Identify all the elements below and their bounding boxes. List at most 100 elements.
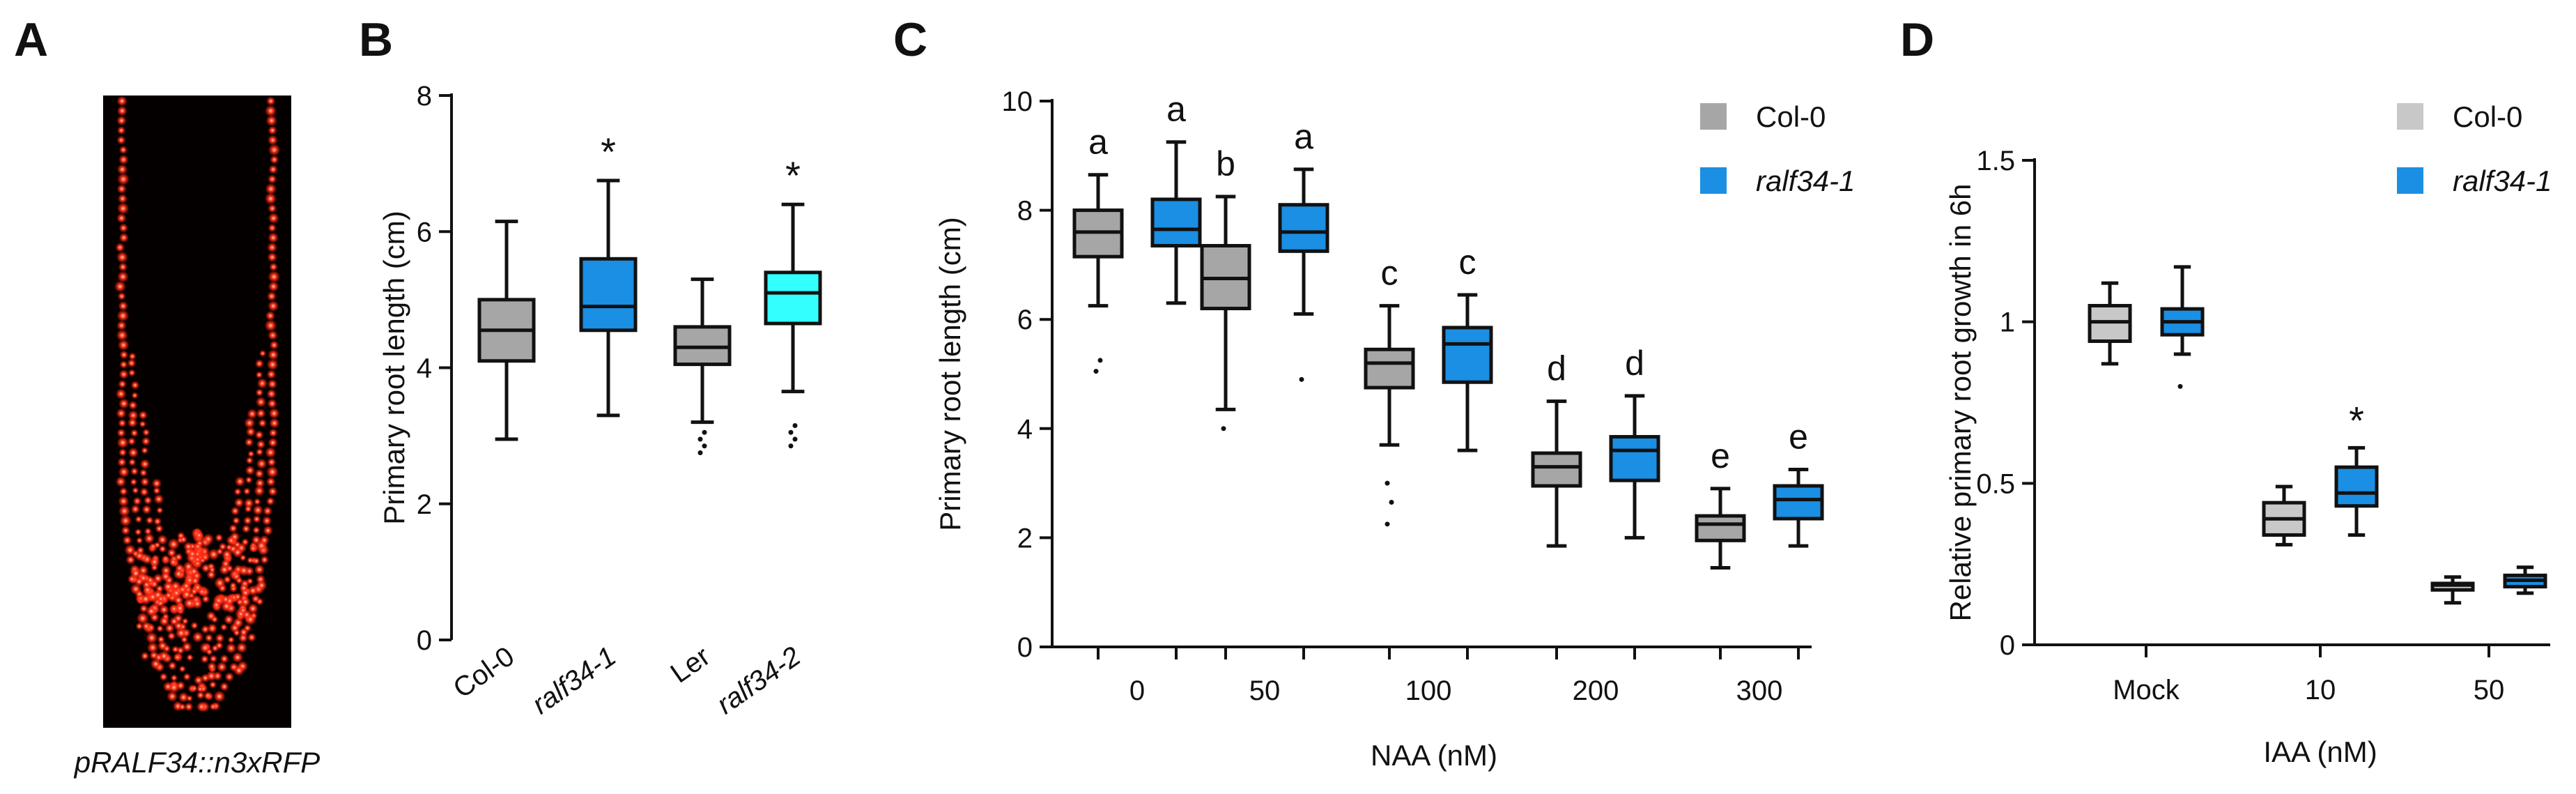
nucleus — [231, 651, 244, 664]
nucleus — [178, 585, 187, 594]
nucleus — [229, 531, 240, 542]
y-tick-label: 4 — [417, 353, 432, 384]
nucleus — [201, 625, 210, 634]
nucleus — [262, 515, 272, 526]
nucleus — [254, 430, 264, 440]
nucleus — [141, 436, 151, 446]
y-tick-label: 0 — [2000, 630, 2015, 661]
nucleus — [221, 549, 233, 560]
y-axis-title: Primary root length (cm) — [378, 211, 410, 524]
nucleus — [146, 575, 155, 585]
box-3-outlier — [702, 443, 707, 449]
legend-label: ralf34-1 — [1756, 165, 1855, 197]
nucleus — [184, 702, 194, 712]
nucleus — [116, 125, 126, 135]
nucleus — [196, 685, 204, 693]
nucleus — [194, 530, 204, 540]
legend-swatch — [2397, 167, 2423, 194]
x-tick-label: 10 — [2305, 675, 2336, 705]
chart-d: 0 0.5 1 1.5 Relative primary root growth in … — [1944, 100, 2552, 768]
y-tick-label: 8 — [1017, 196, 1033, 227]
nucleus — [196, 691, 205, 700]
y-tick-label: 10 — [1002, 86, 1033, 117]
nucleus — [134, 551, 145, 561]
nucleus — [118, 262, 128, 272]
y-tick-label: 6 — [1017, 305, 1033, 335]
nucleus — [158, 650, 170, 662]
nucleus — [192, 631, 204, 643]
ralf34-1-box-3-box — [1442, 326, 1493, 384]
nucleus — [244, 613, 257, 626]
nucleus — [233, 664, 245, 676]
nucleus — [116, 329, 128, 342]
nucleus — [150, 658, 162, 670]
nucleus — [130, 567, 142, 580]
nucleus — [114, 280, 126, 293]
nucleus — [253, 498, 261, 505]
nucleus — [252, 505, 264, 516]
significance-letter: a — [1294, 117, 1313, 156]
x-axis-title: NAA (nM) — [1371, 739, 1497, 772]
nucleus — [227, 636, 235, 643]
nucleus — [267, 252, 278, 263]
nucleus — [196, 539, 204, 547]
nucleus — [156, 594, 166, 604]
nucleus — [206, 648, 213, 656]
nucleus — [115, 476, 127, 487]
nucleus — [234, 476, 245, 487]
nucleus — [233, 497, 245, 508]
nucleus — [138, 410, 148, 420]
nucleus — [117, 291, 126, 301]
y-tick-label: 0.5 — [1976, 468, 2015, 499]
nucleus — [115, 388, 127, 399]
nucleus — [183, 673, 192, 681]
ralf34-1-box-2-box — [1278, 203, 1329, 253]
nucleus — [264, 105, 277, 117]
legend-label: Col-0 — [1756, 100, 1826, 133]
nucleus — [203, 691, 213, 701]
nucleus — [254, 485, 265, 496]
x-tick-label: 100 — [1405, 675, 1452, 706]
nucleus — [162, 555, 170, 563]
nucleus — [169, 557, 178, 567]
nucleus — [256, 378, 268, 389]
nucleus — [268, 165, 278, 174]
nucleus — [168, 681, 180, 694]
nucleus — [207, 623, 218, 634]
nucleus — [266, 388, 277, 399]
y-tick-label: 4 — [1017, 414, 1033, 445]
Col-0-box-1-outlier — [1097, 358, 1103, 363]
box-3-outlier — [697, 450, 703, 456]
nucleus — [140, 651, 150, 661]
nucleus — [118, 300, 128, 312]
nucleus — [240, 596, 251, 607]
nucleus — [270, 155, 279, 165]
nucleus — [145, 605, 157, 618]
nucleus — [146, 632, 158, 644]
nucleus — [141, 621, 151, 632]
nucleus — [245, 427, 256, 437]
box-4-box — [764, 270, 822, 326]
significance-star: * — [601, 130, 616, 174]
nucleus — [118, 496, 130, 507]
nucleus — [131, 392, 139, 399]
nucleus — [178, 703, 187, 711]
nucleus — [245, 465, 255, 475]
nucleus — [116, 251, 128, 264]
nucleus — [208, 566, 216, 574]
nucleus — [202, 533, 214, 545]
nucleus — [267, 398, 277, 409]
nucleus — [121, 526, 131, 535]
nucleus — [239, 583, 249, 593]
x-tick-label: Mock — [2113, 675, 2180, 705]
y-tick-label: 2 — [1017, 523, 1033, 553]
Col-0-box-3-outlier — [1389, 500, 1394, 505]
nucleus — [116, 135, 126, 145]
nucleus — [116, 115, 127, 126]
nucleus — [207, 662, 217, 672]
nucleus — [229, 524, 238, 533]
legend-swatch — [1700, 103, 1727, 130]
y-tick-label: 2 — [417, 489, 432, 520]
nucleus — [241, 524, 251, 533]
nucleus — [268, 487, 278, 496]
